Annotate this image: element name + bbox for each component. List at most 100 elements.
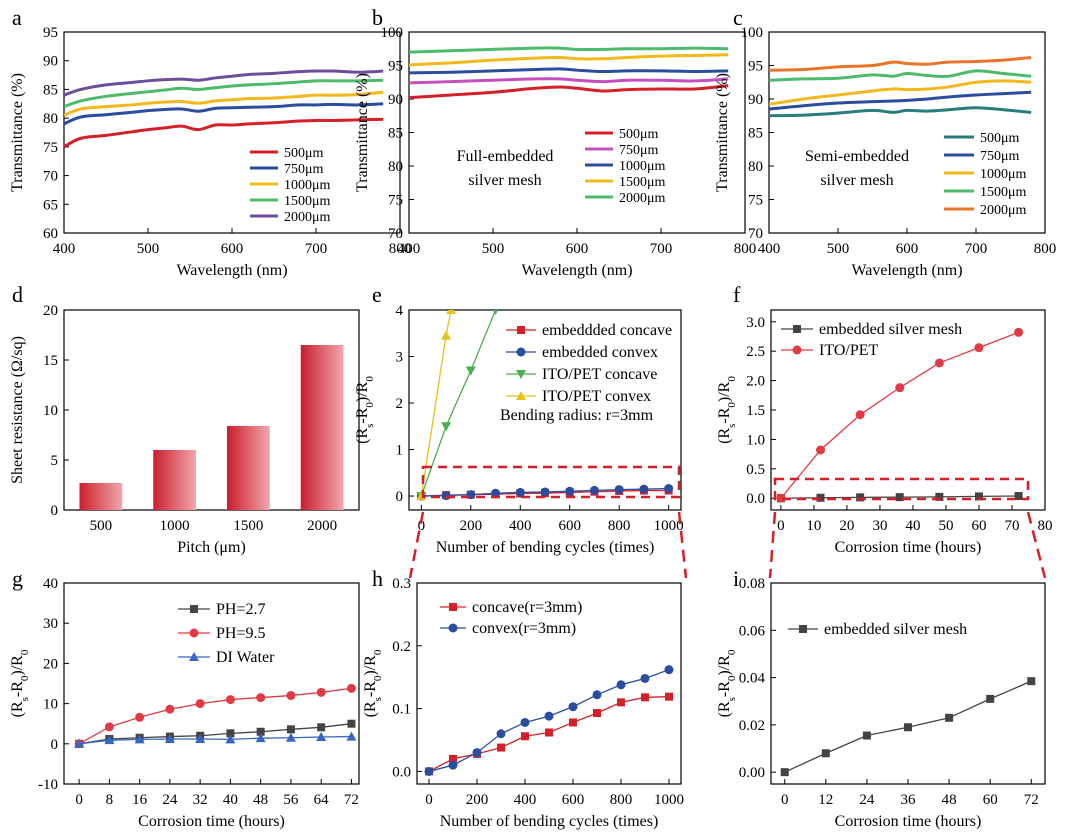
zoom-box-f <box>773 477 1030 501</box>
data-point <box>780 768 789 777</box>
plot-area-e <box>416 310 674 502</box>
y-tick-label: 65 <box>43 197 58 213</box>
y-tick-label: 80 <box>43 111 58 127</box>
y-tick-label: 0.00 <box>739 765 765 781</box>
zoom-guide-line <box>677 511 688 579</box>
legend-f: embedded silver mesh ITO/PET <box>781 321 962 359</box>
legend-h: concave(r=3mm) convex(r=3mm) <box>440 599 582 637</box>
data-point <box>104 722 114 732</box>
panel-letter-f: f <box>733 282 741 307</box>
legend-marker <box>448 623 458 633</box>
x-tick-label: 48 <box>253 792 268 808</box>
y-tick-label: 100 <box>741 25 764 41</box>
bar-2000 <box>300 345 344 510</box>
legend-g: PH=2.7 PH=9.5 DI Water <box>178 601 275 666</box>
data-point <box>135 712 145 722</box>
data-point <box>286 725 295 734</box>
x-tick-label: 60 <box>983 792 998 808</box>
series-line-1000μm <box>409 67 729 75</box>
x-tick-label: 600 <box>562 792 585 808</box>
plot-area-a <box>64 69 384 149</box>
data-point <box>974 492 983 501</box>
data-point <box>589 485 599 495</box>
data-point <box>904 723 912 732</box>
data-point <box>569 718 577 727</box>
data-point <box>664 665 674 675</box>
data-point <box>446 310 457 314</box>
x-tick-label: 200 <box>466 792 489 808</box>
series-line-1500μm <box>64 78 384 109</box>
chart-panel-h: h 0.0 0.1 0.2 0.3 0 200 400 600 800 1000 Number of … <box>362 566 684 830</box>
plot-area-c <box>769 55 1032 118</box>
x-tick-label: 800 <box>1034 241 1057 257</box>
data-point <box>934 358 944 368</box>
y-tick-label: 75 <box>388 193 403 209</box>
data-point <box>974 343 984 353</box>
y-tick-label: 80 <box>388 159 403 175</box>
y-axis-label: (Rs-R0)/R0 <box>9 649 31 717</box>
x-tick-label: 20 <box>839 518 854 534</box>
x-tick-label: 50 <box>938 518 953 534</box>
y-tick-label: 2.5 <box>746 344 765 360</box>
y-tick-label: 10 <box>43 697 58 713</box>
legend-marker <box>793 325 801 333</box>
y-tick-label: 0 <box>396 489 404 505</box>
data-point <box>316 687 326 697</box>
legend-marker <box>189 628 199 638</box>
legend-label: 2000μm <box>980 203 1027 218</box>
legend-marker <box>516 347 526 357</box>
data-point <box>225 695 235 705</box>
data-point <box>986 694 995 703</box>
x-tick-label: 800 <box>608 518 631 534</box>
data-point <box>441 330 452 340</box>
legend-label: ITO/PET concave <box>542 366 657 383</box>
x-axis-label: Wavelength (nm) <box>521 262 632 279</box>
legend-label: convex(r=3mm) <box>472 620 576 637</box>
plot-frame-i <box>770 582 1046 785</box>
data-point <box>74 738 85 748</box>
series-line-750μm <box>769 90 1032 111</box>
x-axis-label: Number of bending cycles (times) <box>436 539 655 556</box>
x-tick-label: 0 <box>75 792 83 808</box>
data-point <box>821 749 830 758</box>
y-tick-label: 70 <box>388 226 403 242</box>
x-axis-label: Wavelength (nm) <box>176 262 287 279</box>
panel-letter-b: b <box>372 5 383 30</box>
chart-panel-g: g -10 0 10 20 30 40 0 8 16 24 32 40 48 56 64 72 Corrosion… <box>9 566 360 830</box>
x-tick-label: 72 <box>1024 792 1039 808</box>
y-tick-label: 95 <box>388 59 403 75</box>
x-tick-label: 64 <box>314 792 330 808</box>
y-tick-label: 2 <box>396 396 404 412</box>
data-point <box>164 733 175 743</box>
data-point <box>448 760 458 770</box>
series-line-PH=2.7 <box>79 723 352 745</box>
legend-label: embedded convex <box>542 344 658 361</box>
data-point <box>816 445 826 455</box>
series-line-1000μm <box>769 79 1032 106</box>
legend-label: embedded silver mesh <box>824 621 967 638</box>
legend-label: 2000μm <box>619 191 666 206</box>
plot-area-h <box>424 665 674 776</box>
x-tick-label: 400 <box>53 241 76 257</box>
data-point <box>497 743 505 752</box>
chart-panel-a: a 60 65 70 75 80 85 90 95 400 500 600 700 800 Waveleng… <box>9 5 411 279</box>
data-point <box>441 422 452 432</box>
x-tick-label: 8 <box>106 792 114 808</box>
data-point <box>256 693 266 703</box>
y-tick-label: 5 <box>51 453 59 469</box>
legend-label: 1500μm <box>619 175 666 190</box>
legend-label: 2000μm <box>284 210 331 225</box>
data-point <box>134 734 145 744</box>
y-tick-label: 0.1 <box>392 702 411 718</box>
data-point <box>895 493 904 502</box>
series-line-1000μm <box>64 90 384 117</box>
legend-c: 500μm 750μm 1000μm 1500μm 2000μm <box>944 131 1027 218</box>
x-tick-label: 56 <box>283 792 299 808</box>
legend-marker <box>799 625 807 633</box>
plot-area-d <box>79 345 344 510</box>
data-point <box>317 723 326 732</box>
series-line-750μm <box>64 102 384 126</box>
annotation-line: Semi-embedded <box>805 148 909 165</box>
legend-label: 500μm <box>619 127 659 142</box>
